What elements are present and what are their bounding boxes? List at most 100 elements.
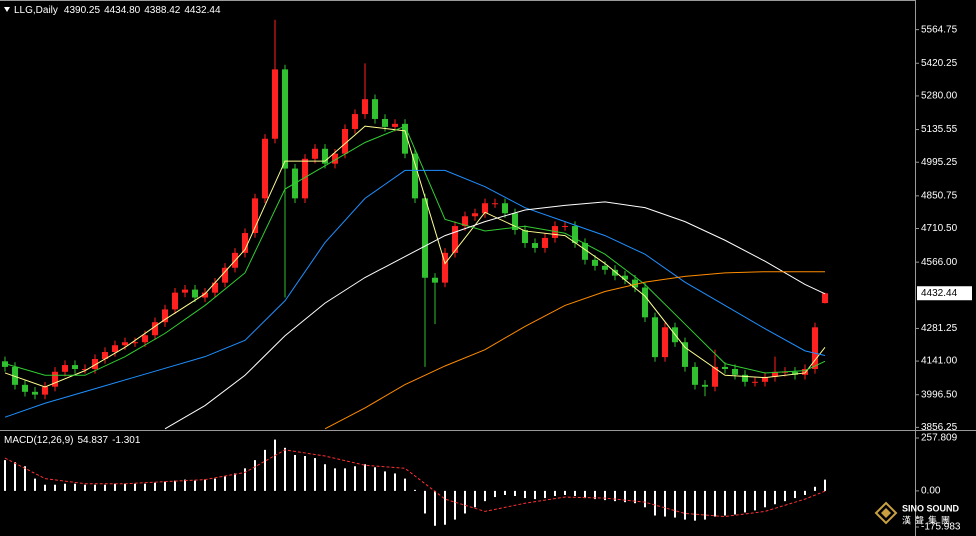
histogram-bar: [64, 483, 66, 491]
candle-body: [742, 374, 748, 382]
candle-body: [632, 279, 638, 288]
histogram-bar: [654, 490, 656, 516]
candle-body: [342, 128, 348, 154]
y-tick-label: 4850.75: [921, 190, 958, 201]
y-tick-label: 0.00: [921, 486, 941, 497]
histogram-bar: [534, 490, 536, 500]
logo-subtitle: 漢聲集團: [902, 514, 954, 525]
candle-body: [72, 365, 78, 370]
histogram-bar: [44, 484, 46, 491]
candle-body: [522, 230, 528, 244]
candle-body: [162, 309, 168, 323]
high: 4434.80: [104, 5, 141, 16]
histogram-bar: [154, 482, 156, 491]
candle-body: [512, 213, 518, 231]
candle-body: [452, 226, 458, 253]
histogram-bar: [104, 484, 106, 491]
menu-icon: [4, 7, 10, 12]
y-tick-label: 4710.50: [921, 223, 958, 234]
y-tick-label: 4281.25: [921, 323, 958, 334]
candle-body: [402, 123, 408, 154]
histogram-bar: [584, 490, 586, 499]
y-tick-label: 4141.00: [921, 356, 958, 367]
candle-body: [692, 366, 698, 385]
candle-body: [442, 252, 448, 283]
candle-body: [332, 153, 338, 164]
histogram-bar: [264, 449, 266, 491]
candle-body: [752, 381, 758, 383]
histogram-bar: [594, 490, 596, 500]
candle-body: [812, 327, 818, 370]
histogram-bar: [204, 479, 206, 491]
candle-body: [22, 384, 28, 392]
macd-title: MACD(12,26,9): [4, 435, 73, 446]
candle-body: [722, 366, 728, 370]
y-tick-label: 257.809: [921, 433, 958, 444]
candle-body: [82, 369, 88, 371]
histogram-bar: [214, 478, 216, 491]
y-tick-label: 5135.55: [921, 124, 958, 135]
candle-body: [482, 203, 488, 214]
candle-body: [762, 376, 768, 382]
candle-body: [602, 265, 608, 270]
candle-body: [502, 203, 508, 214]
signal-value: -1.301: [112, 435, 141, 446]
candle-body: [372, 99, 378, 119]
histogram-bar: [804, 490, 806, 495]
histogram-bar: [34, 478, 36, 491]
histogram-bar: [294, 454, 296, 491]
histogram-bar: [464, 490, 466, 514]
histogram-bar: [254, 460, 256, 491]
candle-body: [322, 148, 328, 164]
histogram-bar: [284, 447, 286, 491]
candle-body: [792, 371, 798, 375]
candle-body: [12, 366, 18, 385]
histogram-bar: [114, 483, 116, 491]
histogram-bar: [734, 490, 736, 515]
candle-body: [312, 148, 318, 159]
histogram-bar: [84, 484, 86, 491]
close: 4432.44: [184, 5, 221, 16]
histogram-bar: [784, 490, 786, 502]
candle-body: [422, 198, 428, 278]
histogram-bar: [604, 490, 606, 501]
candle-body: [682, 342, 688, 367]
candle-body: [122, 342, 128, 346]
histogram-bar: [614, 490, 616, 502]
histogram-bar: [384, 471, 386, 491]
candle-body: [642, 287, 648, 318]
candle-body: [772, 371, 778, 377]
candle-body: [142, 335, 148, 343]
histogram-bar: [684, 490, 686, 520]
histogram-bar: [714, 490, 716, 517]
histogram-bar: [164, 481, 166, 491]
candle-body: [462, 216, 468, 227]
candle-body: [112, 345, 118, 353]
histogram-bar: [134, 483, 136, 491]
y-tick-label: 5280.00: [921, 91, 958, 102]
candle-body: [562, 226, 568, 228]
chart-header: LLG,Daily 4390.25 4434.80 4388.42 4432.44: [14, 5, 221, 16]
histogram-bar: [574, 490, 576, 497]
histogram-bar: [234, 473, 236, 491]
y-tick-label: 3996.50: [921, 389, 958, 400]
histogram-bar: [314, 458, 316, 491]
histogram-bar: [724, 490, 726, 516]
histogram-bar: [544, 490, 546, 499]
candle-body: [392, 123, 398, 127]
candle-body: [42, 386, 48, 395]
candle-body: [662, 327, 668, 358]
histogram-bar: [304, 456, 306, 491]
histogram-bar: [244, 468, 246, 491]
y-tick-label: -175.983: [921, 522, 961, 533]
histogram-bar: [674, 490, 676, 518]
histogram-bar: [354, 466, 356, 491]
histogram-bar: [124, 483, 126, 491]
macd-header: MACD(12,26,9) 54.837 -1.301: [4, 435, 141, 446]
histogram-bar: [194, 480, 196, 491]
histogram-bar: [494, 490, 496, 498]
histogram-bar: [74, 483, 76, 491]
histogram-bar: [554, 490, 556, 497]
candle-body: [262, 138, 268, 199]
